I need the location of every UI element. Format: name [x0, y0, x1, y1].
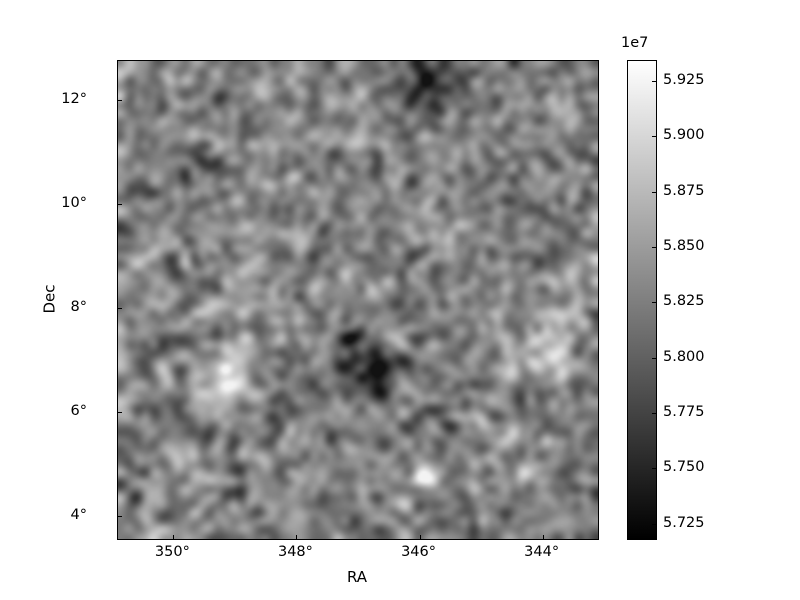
colorbar-tick-mark: [652, 136, 656, 138]
y-tick-mark: [118, 411, 122, 413]
colorbar-tick-mark: [652, 246, 656, 248]
colorbar-tick-mark: [652, 412, 656, 414]
x-tick-mark: [419, 535, 421, 539]
heatmap-axes[interactable]: [117, 60, 599, 540]
colorbar-tick-label: 5.925: [663, 71, 705, 88]
x-tick-mark: [542, 535, 544, 539]
colorbar-tick-label: 5.825: [663, 292, 705, 309]
y-tick-mark: [118, 515, 122, 517]
y-tick-label: 6°: [70, 402, 87, 419]
colorbar-tick-mark: [652, 80, 656, 82]
colorbar-offset-text: 1e7: [621, 35, 649, 51]
colorbar-tick-mark: [652, 191, 656, 193]
y-tick-label: 12°: [61, 90, 87, 107]
y-tick-mark: [118, 99, 122, 101]
x-tick-label: 350°: [154, 544, 190, 560]
colorbar[interactable]: [627, 60, 657, 540]
x-tick-mark: [296, 535, 298, 539]
colorbar-tick-mark: [652, 523, 656, 525]
colorbar-tick-mark: [652, 357, 656, 359]
colorbar-tick-label: 5.800: [663, 348, 705, 365]
x-tick-label: 344°: [524, 544, 560, 560]
y-tick-label: 10°: [61, 194, 87, 211]
colorbar-tick-label: 5.875: [663, 182, 705, 199]
heatmap-image: [118, 61, 598, 539]
colorbar-tick-label: 5.725: [663, 514, 705, 531]
colorbar-tick-mark: [652, 468, 656, 470]
x-tick-label: 346°: [401, 544, 436, 560]
x-tick-label: 348°: [277, 544, 313, 560]
y-tick-mark: [118, 307, 122, 309]
y-tick-label: 8°: [70, 298, 87, 315]
y-axis-label: Dec: [40, 284, 59, 314]
colorbar-tick-label: 5.750: [663, 458, 705, 475]
x-axis-label: RA: [346, 568, 368, 586]
colorbar-tick-label: 5.850: [663, 237, 705, 254]
colorbar-tick-mark: [652, 302, 656, 304]
colorbar-tick-label: 5.775: [663, 403, 705, 420]
x-tick-mark: [173, 535, 175, 539]
y-tick-mark: [118, 203, 122, 205]
y-tick-label: 4°: [70, 506, 87, 523]
colorbar-tick-label: 5.900: [663, 126, 705, 143]
